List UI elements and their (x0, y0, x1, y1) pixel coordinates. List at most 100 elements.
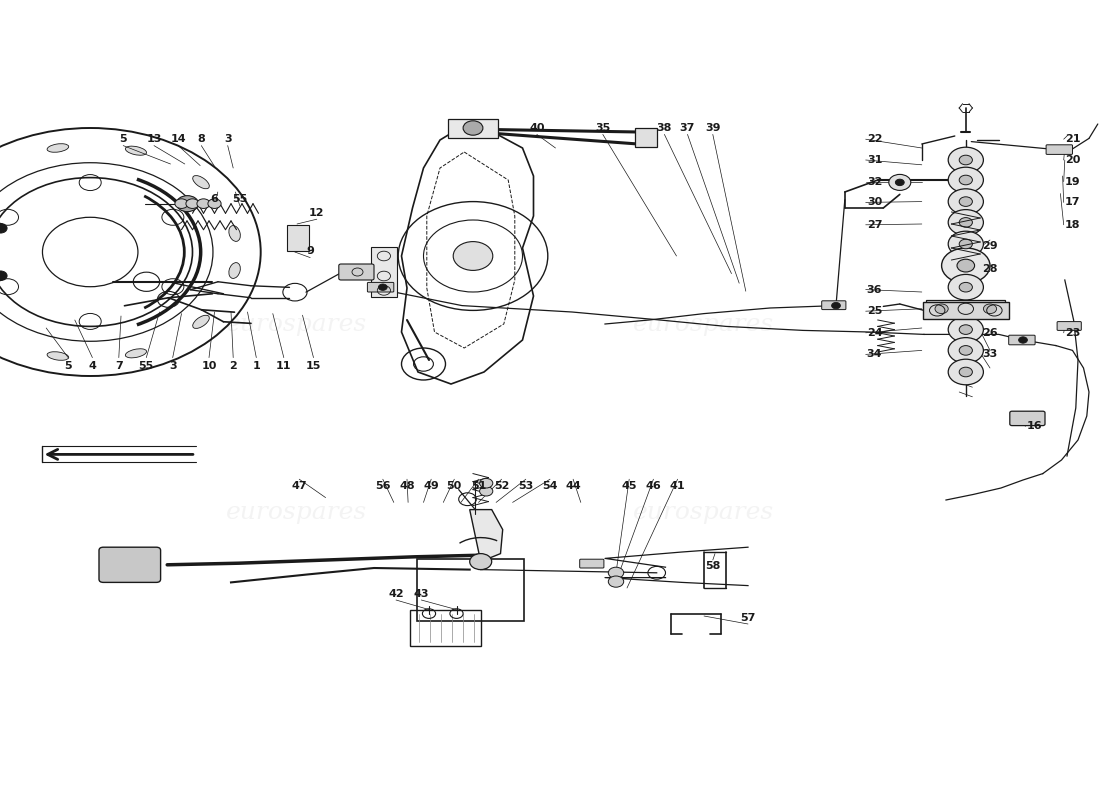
Text: 29: 29 (982, 242, 998, 251)
Circle shape (983, 304, 997, 314)
Text: 16: 16 (1026, 422, 1042, 431)
Circle shape (959, 325, 972, 334)
Ellipse shape (229, 226, 240, 242)
FancyBboxPatch shape (339, 264, 374, 280)
Text: 57: 57 (740, 613, 756, 622)
Ellipse shape (47, 352, 68, 360)
Text: 5: 5 (120, 134, 127, 144)
Circle shape (1019, 337, 1027, 343)
Circle shape (959, 367, 972, 377)
FancyBboxPatch shape (1057, 322, 1081, 330)
Text: 31: 31 (867, 155, 882, 165)
Text: 53: 53 (518, 481, 534, 490)
Text: eurospares: eurospares (634, 501, 774, 523)
Circle shape (197, 199, 210, 209)
Text: 50: 50 (447, 481, 462, 490)
Circle shape (0, 223, 7, 233)
Text: 1: 1 (252, 361, 261, 370)
Circle shape (948, 167, 983, 193)
Circle shape (935, 304, 948, 314)
Circle shape (959, 197, 972, 206)
Text: 14: 14 (170, 134, 186, 144)
Text: 5: 5 (65, 361, 72, 370)
Circle shape (948, 274, 983, 300)
FancyBboxPatch shape (580, 559, 604, 568)
Text: 55: 55 (232, 194, 248, 204)
Circle shape (895, 179, 904, 186)
Text: 9: 9 (306, 246, 315, 256)
Text: 18: 18 (1065, 220, 1080, 230)
Text: 42: 42 (388, 589, 404, 598)
Text: 47: 47 (292, 481, 307, 490)
Text: 22: 22 (867, 134, 882, 144)
FancyBboxPatch shape (923, 302, 1009, 319)
Circle shape (959, 239, 972, 249)
Text: 19: 19 (1065, 177, 1080, 186)
Text: 20: 20 (1065, 155, 1080, 165)
Text: 17: 17 (1065, 198, 1080, 207)
Text: eurospares: eurospares (227, 501, 367, 523)
Circle shape (889, 174, 911, 190)
Text: 54: 54 (542, 481, 558, 490)
FancyBboxPatch shape (287, 225, 309, 250)
Text: 15: 15 (306, 361, 321, 370)
Text: 30: 30 (867, 198, 882, 207)
Circle shape (208, 199, 221, 209)
Polygon shape (470, 510, 503, 562)
Text: 11: 11 (276, 361, 292, 370)
Text: 38: 38 (657, 123, 672, 133)
Circle shape (832, 302, 840, 309)
Text: 2: 2 (229, 361, 238, 370)
Circle shape (959, 218, 972, 227)
Text: 58: 58 (705, 562, 720, 571)
FancyBboxPatch shape (367, 282, 394, 292)
FancyBboxPatch shape (822, 301, 846, 310)
Circle shape (608, 567, 624, 578)
Circle shape (948, 147, 983, 173)
Text: 55: 55 (139, 361, 154, 370)
Text: 8: 8 (197, 134, 206, 144)
Text: 39: 39 (705, 123, 720, 133)
Text: 34: 34 (867, 350, 882, 359)
Text: 27: 27 (867, 220, 882, 230)
Ellipse shape (229, 262, 240, 278)
Text: 32: 32 (867, 177, 882, 186)
Ellipse shape (47, 144, 68, 152)
Circle shape (948, 338, 983, 363)
Text: 41: 41 (670, 481, 685, 490)
Text: eurospares: eurospares (634, 313, 774, 335)
Text: 7: 7 (114, 361, 123, 370)
FancyBboxPatch shape (635, 128, 657, 147)
Text: 33: 33 (982, 350, 998, 359)
Circle shape (480, 478, 493, 488)
Ellipse shape (192, 315, 209, 329)
FancyBboxPatch shape (99, 547, 161, 582)
Text: 46: 46 (646, 481, 661, 490)
Circle shape (453, 242, 493, 270)
FancyBboxPatch shape (448, 119, 498, 138)
Circle shape (175, 199, 188, 209)
Text: 24: 24 (867, 328, 882, 338)
Text: 3: 3 (224, 134, 231, 144)
Circle shape (948, 359, 983, 385)
Circle shape (463, 121, 483, 135)
Circle shape (948, 231, 983, 257)
Text: 51: 51 (471, 481, 486, 490)
FancyBboxPatch shape (1046, 145, 1072, 154)
Text: 52: 52 (494, 481, 509, 490)
Text: 10: 10 (201, 361, 217, 370)
Circle shape (378, 284, 387, 290)
Circle shape (942, 248, 990, 283)
FancyBboxPatch shape (1010, 411, 1045, 426)
Circle shape (470, 554, 492, 570)
Circle shape (480, 486, 493, 496)
Text: 23: 23 (1065, 328, 1080, 338)
Text: 37: 37 (680, 123, 695, 133)
Text: 49: 49 (424, 481, 439, 490)
Text: 56: 56 (375, 481, 390, 490)
Ellipse shape (125, 349, 146, 358)
Circle shape (0, 271, 7, 281)
Text: 48: 48 (399, 481, 415, 490)
Circle shape (948, 189, 983, 214)
Text: 35: 35 (595, 123, 610, 133)
